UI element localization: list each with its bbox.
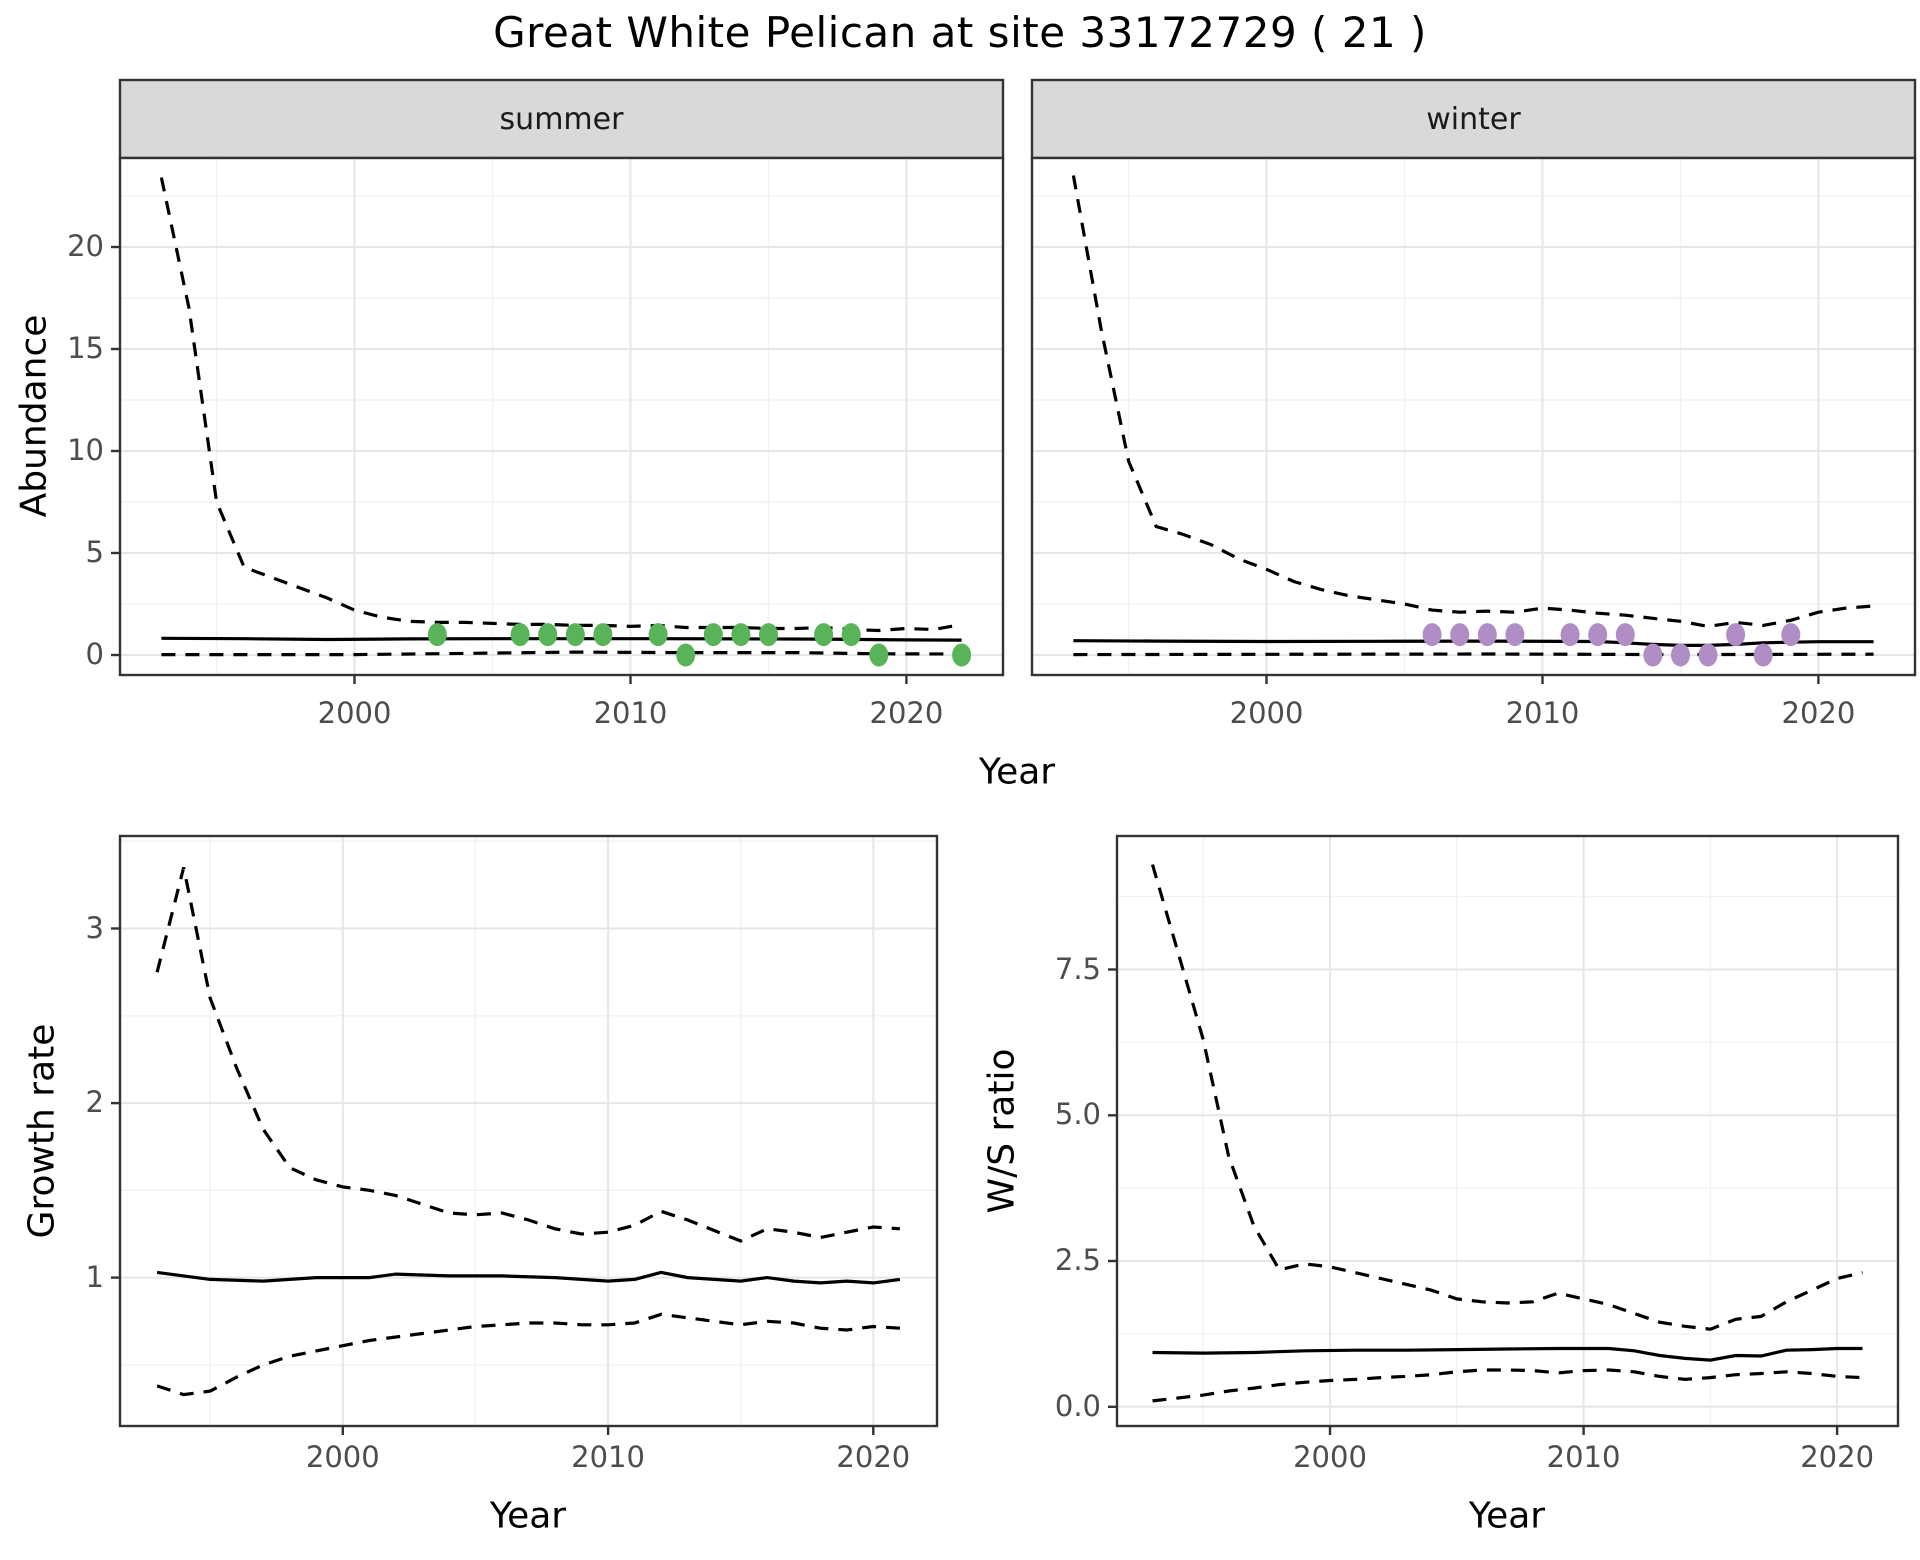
- abundance-summer-observation-point: [814, 623, 834, 647]
- abundance-summer-observation-point: [593, 623, 613, 647]
- abundance-winter-observation-point: [1643, 643, 1663, 667]
- panel-bg-abundance-winter: [1032, 158, 1915, 675]
- abundance-summer-observation-point: [731, 623, 751, 647]
- panel-border-abundance-summer: [118, 156, 1005, 677]
- panel-border-ws-ratio: [1115, 834, 1900, 1428]
- abundance-winter-observation-point: [1698, 643, 1718, 667]
- panel-bg-ws-ratio: [1117, 836, 1898, 1426]
- facet-strip-bg-summer: [118, 78, 1005, 160]
- abundance-summer-observation-point: [510, 623, 530, 647]
- abundance-winter-observation-point: [1753, 643, 1773, 667]
- abundance-summer-lower_ci-line: [161, 650, 962, 657]
- ws-ratio-median-line: [1152, 1346, 1863, 1362]
- abundance-winter-observation-point: [1422, 623, 1442, 647]
- abundance-winter-observation-point: [1560, 623, 1580, 647]
- abundance-summer-observation-point: [703, 623, 723, 647]
- facet-strip-bg-winter: [1030, 78, 1917, 160]
- panel-border-growth-rate: [118, 834, 939, 1428]
- abundance-winter-observation-point: [1588, 623, 1608, 647]
- growth-rate-lower_ci-line: [156, 1312, 901, 1397]
- abundance-winter-observation-point: [1450, 623, 1470, 647]
- growth-rate-upper_ci-line: [155, 867, 901, 1243]
- abundance-winter-upper_ci-line: [1071, 175, 1874, 629]
- abundance-summer-observation-point: [869, 643, 889, 667]
- abundance-winter-observation-point: [1726, 623, 1746, 647]
- abundance-winter-observation-point: [1671, 643, 1690, 667]
- abundance-winter-observation-point: [1781, 623, 1801, 647]
- abundance-summer-observation-point: [952, 643, 972, 667]
- abundance-summer-observation-point: [538, 623, 558, 647]
- abundance-winter-observation-point: [1477, 623, 1497, 647]
- abundance-summer-observation-point: [759, 623, 778, 647]
- growth-rate-median-line: [156, 1270, 901, 1285]
- panel-bg-abundance-summer: [120, 158, 1003, 675]
- abundance-winter-observation-point: [1615, 623, 1635, 647]
- panel-bg-growth-rate: [120, 836, 937, 1426]
- abundance-summer-observation-point: [565, 623, 585, 647]
- abundance-summer-observation-point: [676, 643, 696, 667]
- ws-ratio-upper_ci-line: [1150, 864, 1863, 1331]
- abundance-summer-observation-point: [427, 623, 447, 647]
- abundance-winter-lower_ci-line: [1073, 652, 1874, 657]
- abundance-summer-observation-point: [841, 623, 861, 647]
- abundance-summer-median-line: [161, 636, 962, 642]
- abundance-summer-observation-point: [648, 623, 668, 647]
- abundance-winter-observation-point: [1505, 623, 1525, 647]
- panel-border-abundance-winter: [1030, 156, 1917, 677]
